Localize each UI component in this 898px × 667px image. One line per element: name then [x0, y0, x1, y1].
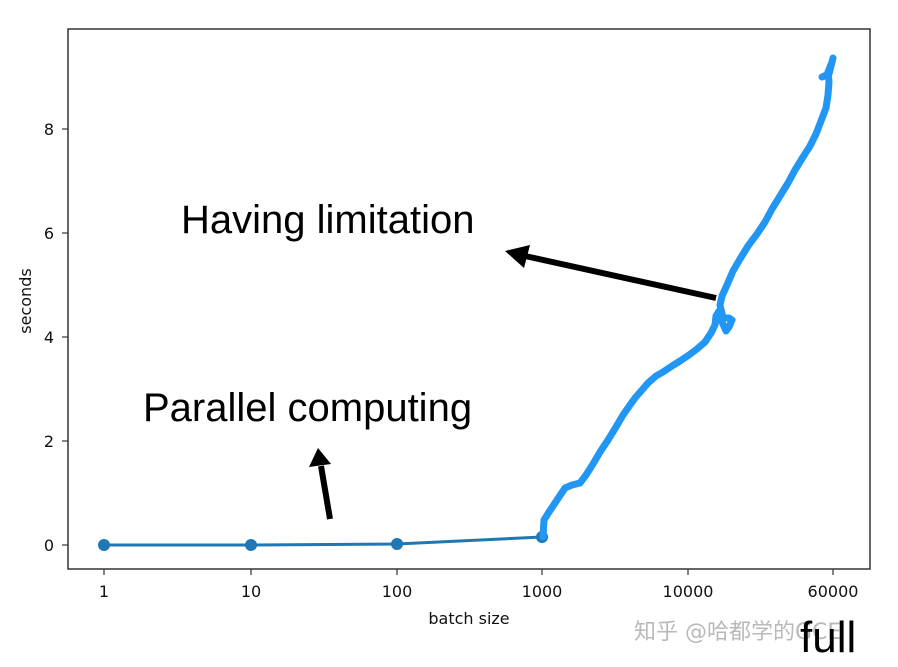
x-tick-100: 100	[382, 582, 413, 601]
y-tick-6: 6	[44, 224, 54, 243]
arrowhead-left-icon	[505, 245, 530, 268]
annotation-parallel-computing: Parallel computing	[143, 386, 472, 430]
y-axis	[62, 128, 68, 546]
annotation-having-limitation: Having limitation	[181, 198, 474, 242]
watermark: 知乎 @哈都学的GCE	[634, 620, 841, 645]
label-full: full	[800, 613, 856, 662]
series-measured	[98, 531, 548, 551]
series-drawn	[539, 54, 837, 541]
data-point-100	[391, 538, 403, 550]
y-tick-2: 2	[44, 432, 54, 451]
data-point-10	[245, 539, 257, 551]
x-tick-1: 1	[99, 582, 109, 601]
x-axis	[103, 569, 834, 575]
data-point-1	[98, 539, 110, 551]
x-tick-60000: 60000	[808, 582, 859, 601]
arrow-parallel	[309, 448, 333, 520]
x-axis-label: batch size	[428, 609, 509, 628]
y-tick-4: 4	[44, 328, 54, 347]
arrow-limitation	[505, 245, 717, 301]
arrowhead-up-icon	[309, 448, 331, 467]
y-axis-label: seconds	[16, 268, 35, 333]
plot-frame	[67, 28, 871, 570]
x-tick-10: 10	[241, 582, 261, 601]
y-tick-0: 0	[44, 536, 54, 555]
x-tick-10000: 10000	[663, 582, 714, 601]
x-tick-1000: 1000	[522, 582, 563, 601]
y-tick-8: 8	[44, 120, 54, 139]
